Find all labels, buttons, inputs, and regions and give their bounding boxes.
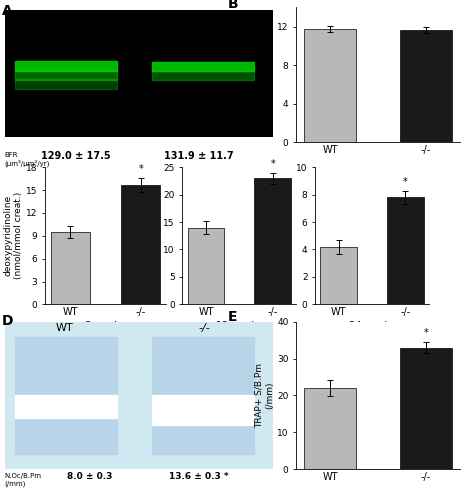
Bar: [121, 185, 160, 304]
X-axis label: 12 weeks: 12 weeks: [216, 321, 263, 331]
X-axis label: 24 weeks: 24 weeks: [349, 321, 395, 331]
Bar: [387, 197, 424, 304]
Text: BFR
(μm³/μm²/yr): BFR (μm³/μm²/yr): [5, 152, 50, 167]
Bar: [152, 62, 254, 71]
Text: N.Oc/B.Pm
(/mm): N.Oc/B.Pm (/mm): [5, 473, 42, 487]
Text: *: *: [424, 328, 428, 338]
Text: 129.0 ± 17.5: 129.0 ± 17.5: [41, 151, 110, 161]
Bar: [304, 28, 356, 142]
Text: *: *: [270, 159, 275, 169]
Text: 8.0 ± 0.3: 8.0 ± 0.3: [67, 472, 113, 481]
Bar: [152, 337, 254, 454]
Bar: [188, 228, 224, 304]
Bar: [152, 395, 254, 425]
Bar: [16, 395, 117, 418]
X-axis label: 8 weeks: 8 weeks: [85, 321, 126, 331]
Bar: [16, 79, 117, 89]
Bar: [152, 71, 254, 80]
Text: -/-: -/-: [199, 323, 210, 333]
Bar: [320, 247, 357, 304]
Text: 13.6 ± 0.3 *: 13.6 ± 0.3 *: [169, 472, 229, 481]
Text: *: *: [138, 164, 143, 174]
Text: WT: WT: [56, 14, 74, 24]
Bar: [400, 29, 452, 142]
Bar: [304, 388, 356, 469]
Bar: [51, 232, 90, 304]
Bar: [16, 337, 117, 454]
Bar: [16, 61, 117, 71]
Y-axis label: TRAP+ S/B.Pm
(/mm): TRAP+ S/B.Pm (/mm): [255, 363, 274, 428]
Bar: [400, 348, 452, 469]
Bar: [16, 70, 117, 80]
Text: WT: WT: [56, 323, 74, 333]
Text: *: *: [403, 177, 408, 187]
Text: -/-: -/-: [199, 14, 210, 24]
Y-axis label: N.Ob/B.Pm
(/mm): N.Ob/B.Pm (/mm): [255, 50, 274, 99]
Text: 131.9 ± 11.7: 131.9 ± 11.7: [164, 151, 234, 161]
Bar: [255, 178, 291, 304]
Text: A: A: [2, 3, 13, 17]
Text: B: B: [228, 0, 238, 10]
Bar: [16, 35, 117, 105]
Text: D: D: [2, 314, 14, 328]
Y-axis label: deoxypyridinoline
(nmol/mmol creat.): deoxypyridinoline (nmol/mmol creat.): [4, 192, 23, 279]
Text: E: E: [228, 310, 237, 324]
